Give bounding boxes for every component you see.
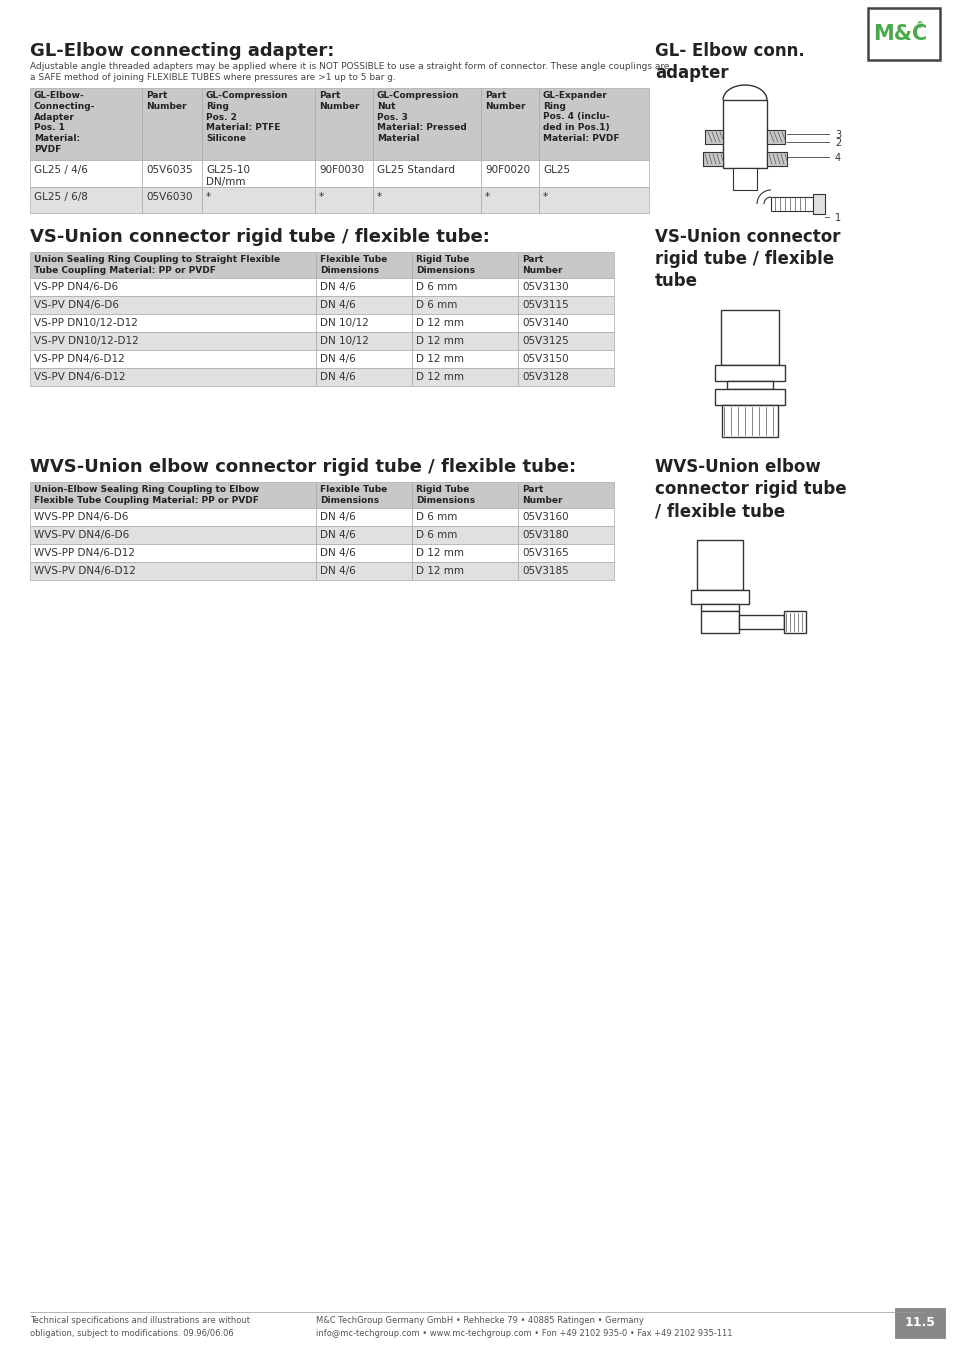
Text: 05V6035: 05V6035 xyxy=(146,165,193,176)
Text: Part
Number: Part Number xyxy=(146,90,186,111)
Text: GL-Elbow-
Connecting-
Adapter
Pos. 1
Material:
PVDF: GL-Elbow- Connecting- Adapter Pos. 1 Mat… xyxy=(34,90,95,154)
Bar xyxy=(480,188,538,213)
Bar xyxy=(412,278,517,296)
Bar xyxy=(315,350,412,369)
Text: DN 4/6: DN 4/6 xyxy=(319,531,355,540)
Text: D 12 mm: D 12 mm xyxy=(416,548,463,558)
Text: D 12 mm: D 12 mm xyxy=(416,319,463,328)
Bar xyxy=(700,612,739,633)
Text: VS-PP DN10/12-D12: VS-PP DN10/12-D12 xyxy=(34,319,138,328)
Bar xyxy=(412,332,517,350)
Bar xyxy=(373,161,480,188)
Bar xyxy=(314,88,373,161)
Bar xyxy=(722,100,766,167)
Text: VS-Union connector rigid tube / flexible tube:: VS-Union connector rigid tube / flexible… xyxy=(30,228,489,246)
Bar xyxy=(30,562,315,580)
Text: 05V3140: 05V3140 xyxy=(521,319,568,328)
Bar xyxy=(315,526,412,544)
Text: Rigid Tube
Dimensions: Rigid Tube Dimensions xyxy=(416,485,475,505)
Text: Part
Number: Part Number xyxy=(521,255,562,275)
Bar xyxy=(538,88,648,161)
Bar xyxy=(412,482,517,508)
Text: Part
Number: Part Number xyxy=(484,90,525,111)
Text: VS-PV DN4/6-D6: VS-PV DN4/6-D6 xyxy=(34,300,119,310)
Bar xyxy=(412,369,517,386)
Bar xyxy=(373,88,480,161)
Text: *: * xyxy=(206,192,211,202)
Text: ®: ® xyxy=(915,22,923,31)
Text: Adjustable angle threaded adapters may be applied where it is NOT POSSIBLE to us: Adjustable angle threaded adapters may b… xyxy=(30,62,669,82)
Bar xyxy=(315,278,412,296)
Text: WVS-PV DN4/6-D6: WVS-PV DN4/6-D6 xyxy=(34,531,129,540)
Text: Rigid Tube
Dimensions: Rigid Tube Dimensions xyxy=(416,255,475,275)
Text: D 6 mm: D 6 mm xyxy=(416,300,456,310)
Text: WVS-PP DN4/6-D6: WVS-PP DN4/6-D6 xyxy=(34,512,129,522)
Text: *: * xyxy=(484,192,490,202)
Text: Union-Elbow Sealing Ring Coupling to Elbow
Flexible Tube Coupling Material: PP o: Union-Elbow Sealing Ring Coupling to Elb… xyxy=(34,485,259,505)
Text: DN 4/6: DN 4/6 xyxy=(319,548,355,558)
Text: M&C TechGroup Germany GmbH • Rehhecke 79 • 40885 Ratingen • Germany
info@mc-tech: M&C TechGroup Germany GmbH • Rehhecke 79… xyxy=(315,1316,732,1338)
Bar xyxy=(202,188,314,213)
Text: DN 10/12: DN 10/12 xyxy=(319,336,369,346)
Bar xyxy=(30,508,315,526)
Bar xyxy=(30,296,315,315)
Text: VS-PV DN4/6-D12: VS-PV DN4/6-D12 xyxy=(34,373,126,382)
Text: *: * xyxy=(542,192,548,202)
Bar xyxy=(517,278,614,296)
Bar xyxy=(538,161,648,188)
Bar xyxy=(412,350,517,369)
Text: D 12 mm: D 12 mm xyxy=(416,336,463,346)
Text: 05V3165: 05V3165 xyxy=(521,548,568,558)
Text: GL25-10
DN/mm: GL25-10 DN/mm xyxy=(206,165,250,188)
Bar xyxy=(702,153,722,166)
Text: 05V3185: 05V3185 xyxy=(521,566,568,576)
Text: 1: 1 xyxy=(834,213,841,223)
Text: GL-Compression
Ring
Pos. 2
Material: PTFE
Silicone: GL-Compression Ring Pos. 2 Material: PTF… xyxy=(206,90,288,143)
Bar xyxy=(721,405,778,437)
Bar xyxy=(315,252,412,278)
Bar xyxy=(30,332,315,350)
Bar xyxy=(30,526,315,544)
Bar xyxy=(412,508,517,526)
Bar xyxy=(726,381,772,389)
Text: D 12 mm: D 12 mm xyxy=(416,373,463,382)
Bar xyxy=(142,188,202,213)
Text: DN 4/6: DN 4/6 xyxy=(319,282,355,292)
Bar xyxy=(770,197,812,211)
Bar xyxy=(412,315,517,332)
Bar xyxy=(315,315,412,332)
Bar xyxy=(314,188,373,213)
Text: D 12 mm: D 12 mm xyxy=(416,354,463,364)
Bar xyxy=(704,130,722,144)
Text: WVS-PP DN4/6-D12: WVS-PP DN4/6-D12 xyxy=(34,548,135,558)
Bar xyxy=(690,590,748,603)
Text: 05V3160: 05V3160 xyxy=(521,512,568,522)
Text: Part
Number: Part Number xyxy=(521,485,562,505)
Bar xyxy=(202,161,314,188)
Bar xyxy=(714,364,784,381)
Bar xyxy=(412,526,517,544)
Bar xyxy=(30,88,142,161)
Bar xyxy=(315,508,412,526)
Text: 90F0030: 90F0030 xyxy=(318,165,364,176)
Bar xyxy=(30,315,315,332)
Bar xyxy=(30,350,315,369)
Text: D 6 mm: D 6 mm xyxy=(416,282,456,292)
Bar xyxy=(517,482,614,508)
Bar xyxy=(315,482,412,508)
Text: D 6 mm: D 6 mm xyxy=(416,531,456,540)
Text: GL-Expander
Ring
Pos. 4 (inclu-
ded in Pos.1)
Material: PVDF: GL-Expander Ring Pos. 4 (inclu- ded in P… xyxy=(542,90,618,143)
Text: 05V3115: 05V3115 xyxy=(521,300,568,310)
Bar xyxy=(517,296,614,315)
Bar xyxy=(700,603,739,612)
Text: M&C: M&C xyxy=(872,24,926,45)
Bar xyxy=(480,161,538,188)
Text: DN 4/6: DN 4/6 xyxy=(319,354,355,364)
Bar xyxy=(517,544,614,562)
Text: *: * xyxy=(376,192,382,202)
Bar xyxy=(517,526,614,544)
Text: WVS-PV DN4/6-D12: WVS-PV DN4/6-D12 xyxy=(34,566,135,576)
Bar xyxy=(783,612,805,633)
Bar xyxy=(766,130,784,144)
Text: Flexible Tube
Dimensions: Flexible Tube Dimensions xyxy=(319,485,387,505)
